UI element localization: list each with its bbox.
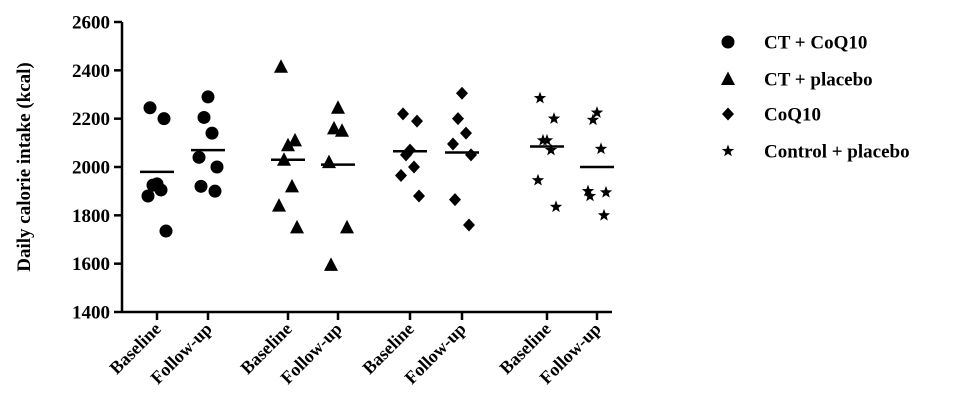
star-point <box>531 173 545 186</box>
star-point <box>581 184 595 197</box>
legend: CT + CoQ10 CT + placebo CoQ10 Control + pla… <box>721 33 910 163</box>
diamond-point <box>465 148 477 162</box>
star-point <box>597 208 611 221</box>
triangle-point <box>331 100 345 114</box>
legend-item: CT + CoQ10 <box>721 33 867 54</box>
triangle-point <box>335 123 349 137</box>
circle-point <box>159 224 173 238</box>
star-point <box>583 189 597 202</box>
circle-point <box>197 110 211 124</box>
legend-star-marker <box>721 144 735 157</box>
legend-item: Control + placebo <box>721 142 910 163</box>
star-point <box>594 142 608 155</box>
y-tick-label: 2600 <box>72 13 110 34</box>
circle-point <box>192 150 206 164</box>
diamond-point <box>452 112 464 126</box>
circle-point <box>208 184 222 198</box>
diamond-point <box>397 107 409 121</box>
legend-label: Control + placebo <box>764 142 910 163</box>
diamond-point <box>411 114 423 128</box>
diamond-point <box>400 148 412 162</box>
diamond-point <box>395 168 407 182</box>
circle-point <box>157 112 171 126</box>
y-tick-label: 1600 <box>72 254 110 275</box>
star-point <box>590 106 604 118</box>
y-tick-label: 2400 <box>72 61 110 82</box>
axes <box>120 22 612 314</box>
legend-item: CT + placebo <box>721 70 873 91</box>
y-tick-label: 1800 <box>72 206 110 227</box>
y-ticks: 1400 1600 1800 2000 2200 2400 2600 <box>72 13 122 324</box>
diamond-point <box>460 126 472 140</box>
diamond-point <box>449 193 461 207</box>
diamond-point <box>456 86 468 100</box>
triangle-point <box>272 198 286 212</box>
legend-item: CoQ10 <box>722 105 821 126</box>
y-tick-label: 2000 <box>72 158 110 179</box>
diamond-point <box>463 218 475 232</box>
data-points <box>141 59 613 271</box>
star-point <box>533 91 547 104</box>
triangle-point <box>322 154 336 169</box>
triangle-point <box>281 137 295 152</box>
legend-label: CoQ10 <box>764 105 821 126</box>
triangle-point <box>288 132 302 147</box>
circle-point <box>210 160 224 174</box>
diamond-point <box>413 189 425 203</box>
diamond-point <box>408 160 420 174</box>
triangle-point <box>274 59 288 73</box>
triangle-point <box>324 257 338 271</box>
legend-label: CT + CoQ10 <box>764 33 867 54</box>
star-point <box>586 113 600 126</box>
circle-point <box>201 90 215 104</box>
y-axis-label: Daily calorie intake (kcal) <box>14 62 35 272</box>
star-point <box>544 143 558 156</box>
triangle-point <box>285 178 299 193</box>
triangle-point <box>327 120 341 135</box>
circle-point <box>154 183 168 197</box>
triangle-point <box>340 219 354 234</box>
y-tick-label: 2200 <box>72 109 110 130</box>
star-point <box>536 133 550 146</box>
triangle-point <box>290 219 304 234</box>
star-point <box>549 200 563 213</box>
circle-point <box>194 179 208 193</box>
y-tick-label: 1400 <box>72 303 110 324</box>
circle-point <box>141 189 155 203</box>
legend-diamond-marker <box>722 107 734 121</box>
triangle-point <box>277 152 291 166</box>
circle-point <box>205 126 219 140</box>
circle-point <box>143 101 157 115</box>
star-point <box>547 112 561 124</box>
legend-label: CT + placebo <box>764 70 873 91</box>
legend-circle-marker <box>721 35 735 49</box>
star-point <box>599 185 613 198</box>
legend-triangle-marker <box>721 71 735 85</box>
diamond-point <box>447 137 459 151</box>
